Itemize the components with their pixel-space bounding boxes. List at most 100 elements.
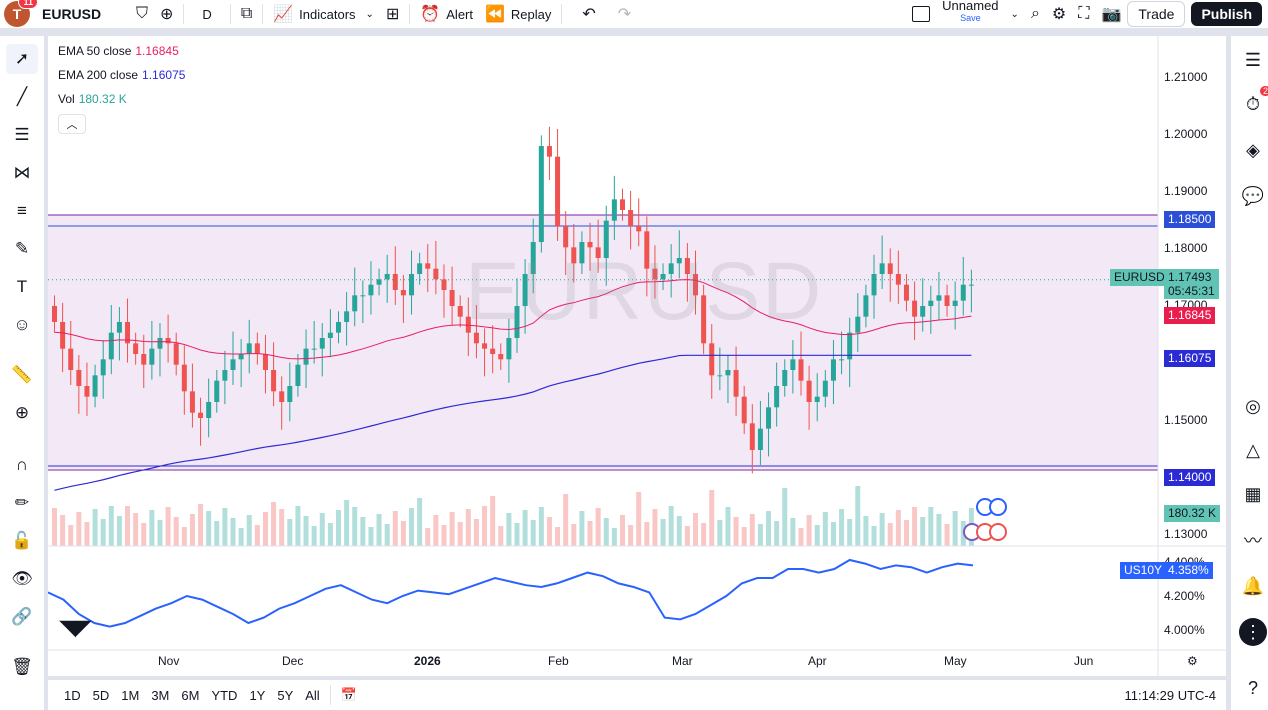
fullscreen-icon[interactable]: ⛶: [1078, 5, 1090, 22]
ema50-line: [54, 279, 972, 360]
candle-body: [457, 306, 463, 317]
last-price-tag: 1.17493 05:45:31: [1164, 269, 1219, 299]
chart-area[interactable]: ◥◤: [47, 36, 1226, 676]
compare-add-icon[interactable]: ⊕: [160, 6, 174, 23]
volume-bar: [619, 515, 625, 546]
layout-name[interactable]: Unnamed Save: [942, 0, 999, 23]
volume-bar: [327, 523, 333, 546]
ema200-tag: 1.16075: [1164, 350, 1216, 367]
lock-drawing-icon[interactable]: ✏: [14, 493, 30, 512]
chevron-down-icon[interactable]: ⌄: [1010, 8, 1019, 20]
candle-body: [952, 300, 958, 306]
alerts-clock-icon[interactable]: ⏱ 2: [1239, 86, 1268, 118]
tradingview-logo-icon[interactable]: ◥◤: [59, 617, 92, 639]
date-range-icon[interactable]: 📅: [340, 687, 357, 702]
volume-legend[interactable]: Vol 180.32 K: [58, 92, 127, 106]
range-5d[interactable]: 5D: [92, 687, 110, 703]
ema200-legend[interactable]: EMA 200 close 1.16075: [58, 68, 186, 82]
speedometer-icon[interactable]: ◎: [1245, 395, 1261, 416]
publish-button[interactable]: Publish: [1191, 2, 1262, 26]
volume-bar: [173, 517, 179, 546]
collapse-legend-button[interactable]: ︿: [58, 114, 86, 134]
settings-gear-icon[interactable]: ⚙: [1051, 6, 1067, 23]
volume-bar: [944, 524, 950, 546]
volume-bar: [157, 520, 163, 546]
range-1d[interactable]: 1D: [64, 687, 81, 703]
replay-button[interactable]: ⏪ Replay: [485, 6, 552, 23]
redo-icon[interactable]: ↷: [617, 6, 632, 23]
candles-icon[interactable]: ⧉: [240, 5, 253, 22]
symbol-price-tag: EURUSD: [1110, 269, 1169, 286]
interval-button[interactable]: D: [202, 6, 212, 22]
range-3m[interactable]: 3M: [151, 687, 170, 703]
apps-grid-icon[interactable]: ⋮: [1239, 618, 1267, 646]
magnet-icon[interactable]: ∩: [15, 455, 29, 474]
candle-body: [960, 284, 966, 301]
help-icon[interactable]: ?: [1247, 677, 1258, 698]
watchlist-icon[interactable]: ☰: [1244, 49, 1262, 70]
text-icon[interactable]: T: [16, 277, 28, 296]
chat-icon[interactable]: 💬: [1241, 185, 1265, 206]
ruler-icon[interactable]: 📏: [11, 365, 33, 384]
us10y-line: [47, 558, 974, 628]
layout-checkbox[interactable]: [906, 0, 936, 28]
range-ytd[interactable]: YTD: [211, 687, 238, 703]
brush-icon[interactable]: ✎: [14, 239, 30, 258]
link-icon[interactable]: 🔗: [11, 607, 33, 626]
undo-icon[interactable]: ↶: [582, 6, 596, 23]
layers-icon[interactable]: ◈: [1246, 139, 1260, 160]
candle-body: [52, 306, 57, 322]
quick-search-icon[interactable]: ⌕: [1030, 5, 1040, 22]
pattern-icon[interactable]: ⋈: [13, 163, 31, 182]
candle-body: [287, 386, 293, 402]
fib-icon[interactable]: ≡: [17, 201, 27, 220]
camera-icon[interactable]: 📷: [1101, 6, 1122, 23]
cursor-icon[interactable]: ➚: [6, 44, 38, 74]
volume-bar: [936, 514, 942, 546]
trend-line-icon[interactable]: ╱: [16, 87, 28, 106]
symbol-search[interactable]: EURUSD: [42, 6, 102, 22]
chart-settings-icon[interactable]: ⚙: [1187, 654, 1198, 668]
range-all[interactable]: All: [305, 687, 320, 703]
time-tick: Apr: [808, 654, 827, 668]
user-avatar[interactable]: T 11: [4, 0, 38, 27]
time-tick: Mar: [672, 654, 693, 668]
range-5y[interactable]: 5Y: [277, 687, 294, 703]
candle-body: [652, 268, 658, 280]
candle-body: [912, 300, 918, 317]
lock-icon[interactable]: 🔓: [11, 531, 33, 550]
candle-body: [181, 364, 187, 392]
volume-bar: [879, 513, 885, 546]
alert-button[interactable]: ⏰ Alert: [420, 6, 473, 23]
volume-bar: [806, 515, 812, 546]
trade-button[interactable]: Trade: [1127, 1, 1186, 27]
volume-bar: [514, 523, 520, 546]
volume-bar: [165, 507, 171, 546]
symbol-flag-icon[interactable]: ⛉: [136, 5, 149, 22]
volume-bar: [52, 508, 57, 546]
divider: [262, 4, 264, 24]
eye-icon[interactable]: 👁: [11, 569, 33, 588]
zoom-icon[interactable]: ⊕: [14, 403, 30, 422]
range-1y[interactable]: 1Y: [249, 687, 266, 703]
broadcast-icon[interactable]: 〰: [1244, 531, 1262, 551]
emoji-icon[interactable]: ☺: [13, 315, 31, 334]
indicators-button[interactable]: 📈 Indicators ⌄: [273, 6, 374, 23]
volume-bar: [652, 509, 658, 546]
clock[interactable]: 11:14:29 UTC-4: [1124, 687, 1216, 703]
range-1m[interactable]: 1M: [121, 687, 140, 703]
templates-icon[interactable]: ⊞: [385, 6, 400, 23]
notification-bell-icon[interactable]: 🔔: [1241, 575, 1265, 596]
price-chart[interactable]: ◥◤: [47, 36, 1226, 676]
range-6m[interactable]: 6M: [181, 687, 200, 703]
ideas-icon[interactable]: △: [1246, 439, 1260, 460]
trash-icon[interactable]: 🗑: [11, 657, 33, 676]
candle-body: [344, 311, 350, 322]
candle-body: [571, 247, 577, 264]
horizontal-lines-icon[interactable]: ☰: [14, 125, 30, 144]
candle-body: [766, 407, 772, 429]
calendar-icon[interactable]: ▦: [1244, 483, 1262, 504]
price-tick: 1.18000: [1164, 241, 1208, 255]
candle-body: [684, 258, 690, 274]
ema50-legend[interactable]: EMA 50 close 1.16845: [58, 44, 179, 58]
